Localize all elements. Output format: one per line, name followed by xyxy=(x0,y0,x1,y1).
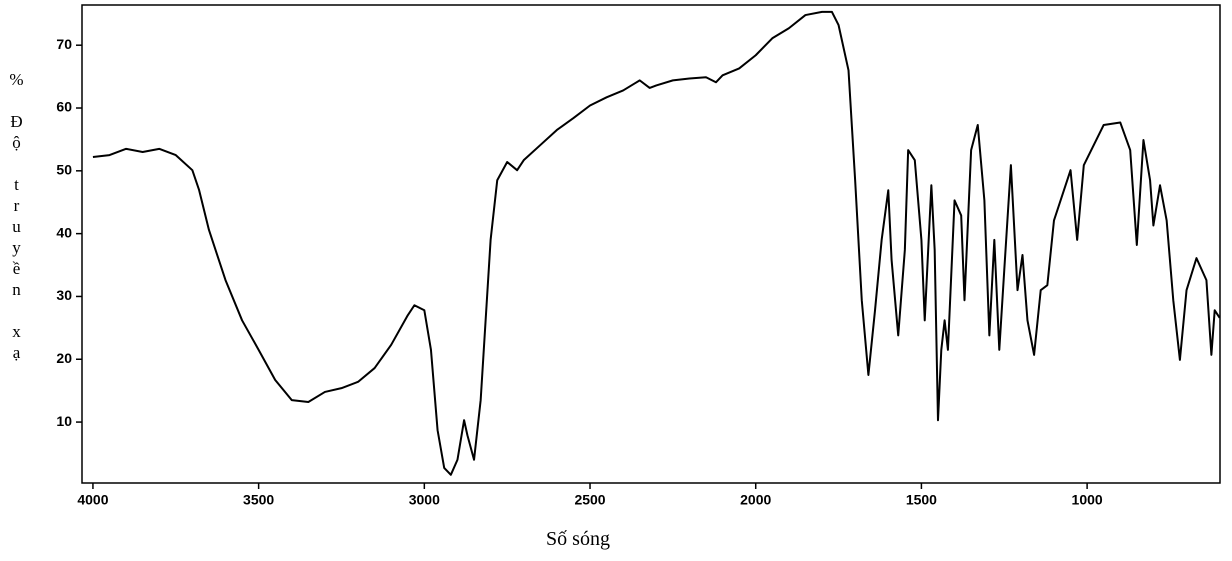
y-tick-label: 30 xyxy=(56,287,72,303)
y-tick-label: 70 xyxy=(56,36,72,52)
x-tick-label: 2500 xyxy=(574,492,605,508)
y-tick-label: 50 xyxy=(56,162,72,178)
x-tick-label: 1000 xyxy=(1072,492,1103,508)
x-tick-label: 4000 xyxy=(77,492,108,508)
x-tick-label: 1500 xyxy=(906,492,937,508)
spectrum-line xyxy=(92,10,1221,476)
y-tick-label: 40 xyxy=(56,224,72,240)
x-tick-label: 3000 xyxy=(409,492,440,508)
y-tick-label: 60 xyxy=(56,99,72,115)
x-tick-label: 3500 xyxy=(243,492,274,508)
x-axis-label: Số sóng xyxy=(546,528,610,550)
plot-frame xyxy=(81,4,1221,484)
x-tick-label: 2000 xyxy=(740,492,771,508)
y-tick-label: 10 xyxy=(56,413,72,429)
y-axis-label: % Độ truyền xạ xyxy=(7,70,26,364)
y-tick-label: 20 xyxy=(56,350,72,366)
